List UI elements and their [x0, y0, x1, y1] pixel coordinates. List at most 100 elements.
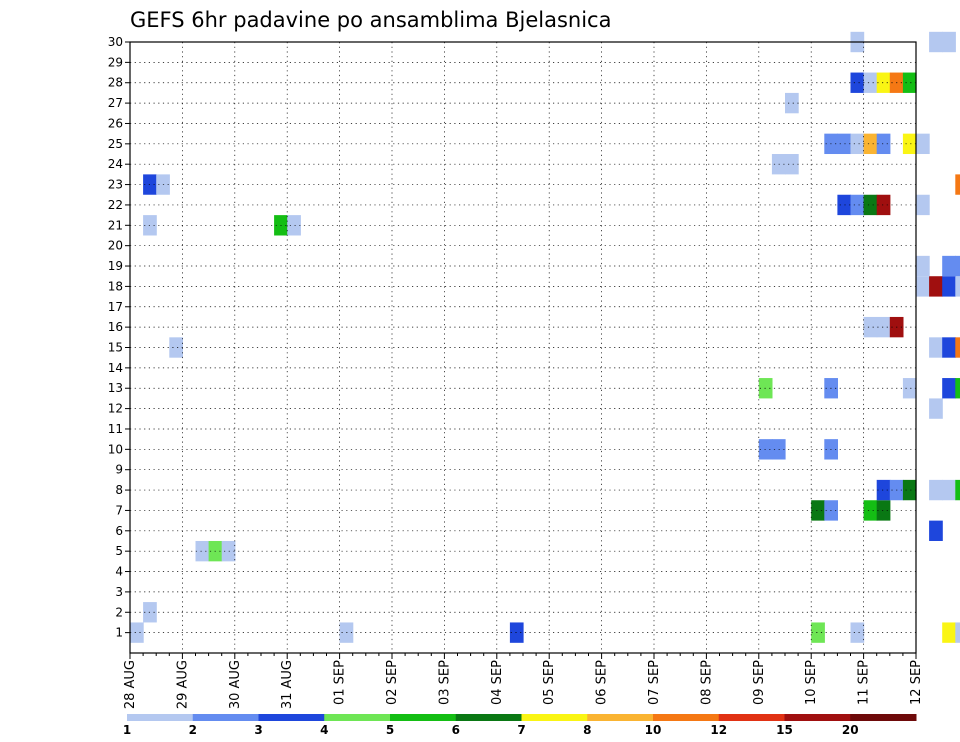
- y-tick-label: 15: [108, 341, 123, 355]
- precip-cell: [863, 72, 878, 93]
- legend-label: 12: [710, 723, 727, 737]
- y-tick-label: 25: [108, 137, 123, 151]
- x-tick-label: 01 SEP: [333, 660, 348, 705]
- precip-cell: [876, 133, 891, 155]
- precip-cell: [195, 540, 210, 562]
- y-tick-label: 14: [108, 361, 123, 375]
- y-tick-label: 30: [108, 35, 123, 49]
- legend-swatch: [850, 714, 917, 721]
- precip-cell: [955, 174, 960, 195]
- precip-cell: [942, 31, 956, 53]
- precip-cell: [785, 154, 799, 175]
- x-tick-label: 09 SEP: [752, 660, 767, 705]
- y-tick-label: 29: [108, 55, 123, 69]
- precip-cell: [955, 255, 960, 277]
- legend-swatch: [192, 714, 259, 721]
- precip-cell: [287, 215, 301, 236]
- y-tick-label: 12: [108, 402, 123, 416]
- precip-cell: [509, 622, 524, 643]
- legend-swatch: [784, 714, 851, 721]
- precip-cell: [942, 622, 956, 643]
- precip-cell: [916, 276, 930, 297]
- y-tick-label: 22: [108, 198, 123, 212]
- precip-cell: [916, 255, 930, 277]
- legend-label: 20: [842, 723, 859, 737]
- legend-swatch: [587, 714, 654, 721]
- precip-cell: [902, 378, 917, 399]
- precip-cell: [837, 133, 852, 155]
- x-tick-label: 10 SEP: [804, 660, 819, 705]
- legend-label: 2: [189, 723, 197, 737]
- precip-cell: [929, 337, 943, 358]
- precip-cell: [942, 276, 956, 297]
- precip-cell: [929, 276, 943, 297]
- legend-swatch: [718, 714, 785, 721]
- legend-swatch: [455, 714, 522, 721]
- y-tick-label: 2: [115, 605, 123, 619]
- legend-label: 8: [583, 723, 591, 737]
- legend-label: 6: [452, 723, 460, 737]
- x-tick-label: 05 SEP: [542, 660, 557, 705]
- precip-cell: [929, 479, 943, 501]
- precip-cell: [863, 316, 878, 338]
- y-tick-label: 3: [115, 585, 123, 599]
- y-tick-label: 9: [115, 463, 123, 477]
- y-tick-label: 27: [108, 96, 123, 110]
- legend-label: 5: [386, 723, 394, 737]
- y-tick-label: 6: [115, 524, 123, 538]
- y-tick-label: 13: [108, 381, 123, 395]
- x-tick-label: 29 AUG: [175, 660, 190, 709]
- precip-cell: [811, 622, 825, 643]
- x-tick-label: 07 SEP: [647, 660, 662, 705]
- precip-cell: [942, 479, 956, 501]
- legend-swatch: [521, 714, 588, 721]
- precip-cell: [876, 194, 891, 216]
- y-tick-label: 4: [115, 565, 123, 579]
- y-tick-label: 24: [108, 157, 123, 171]
- legend: 1 2 3 4 5 6 7 8 10 12 15 20: [123, 714, 917, 737]
- precip-cell: [942, 337, 956, 358]
- precip-cell: [863, 500, 878, 521]
- precip-cell: [929, 398, 943, 419]
- x-tick-label: 31 AUG: [280, 660, 295, 709]
- legend-swatch: [390, 714, 457, 721]
- x-tick-label: 06 SEP: [595, 660, 610, 705]
- y-tick-label: 1: [115, 626, 123, 640]
- precip-cell: [916, 194, 930, 216]
- x-tick-label: 28 AUG: [123, 660, 138, 709]
- precip-cell: [876, 316, 891, 338]
- legend-swatch: [127, 714, 194, 721]
- y-tick-label: 16: [108, 320, 123, 334]
- precip-cell: [942, 378, 956, 399]
- precip-cell: [929, 31, 943, 53]
- precip-cell: [955, 622, 960, 643]
- x-tick-label: 03 SEP: [437, 660, 452, 705]
- precip-cell: [785, 92, 799, 114]
- precip-cell: [955, 479, 960, 501]
- precip-cell: [130, 622, 144, 643]
- y-tick-label: 8: [115, 483, 123, 497]
- x-tick-label: 12 SEP: [909, 660, 924, 705]
- x-tick-label: 08 SEP: [699, 660, 714, 705]
- y-tick-label: 28: [108, 76, 123, 90]
- legend-swatch: [258, 714, 325, 721]
- precip-cell: [955, 337, 960, 358]
- y-tick-label: 26: [108, 116, 123, 130]
- precip-cell: [876, 72, 891, 93]
- y-tick-label: 7: [115, 503, 123, 517]
- precip-cell: [916, 133, 930, 155]
- precip-cell: [811, 500, 825, 521]
- precip-cell: [942, 255, 956, 277]
- y-tick-label: 10: [108, 442, 123, 456]
- precip-cell: [955, 378, 960, 399]
- precip-cell: [902, 479, 917, 501]
- plot-area: 1234567891011121314151617181920212223242…: [108, 31, 960, 709]
- precip-cell: [876, 479, 891, 501]
- legend-label: 1: [123, 723, 131, 737]
- x-tick-label: 30 AUG: [228, 660, 243, 709]
- y-tick-label: 11: [108, 422, 123, 436]
- legend-label: 10: [645, 723, 662, 737]
- precip-cell: [169, 337, 183, 358]
- y-tick-label: 19: [108, 259, 123, 273]
- precip-cell: [850, 194, 865, 216]
